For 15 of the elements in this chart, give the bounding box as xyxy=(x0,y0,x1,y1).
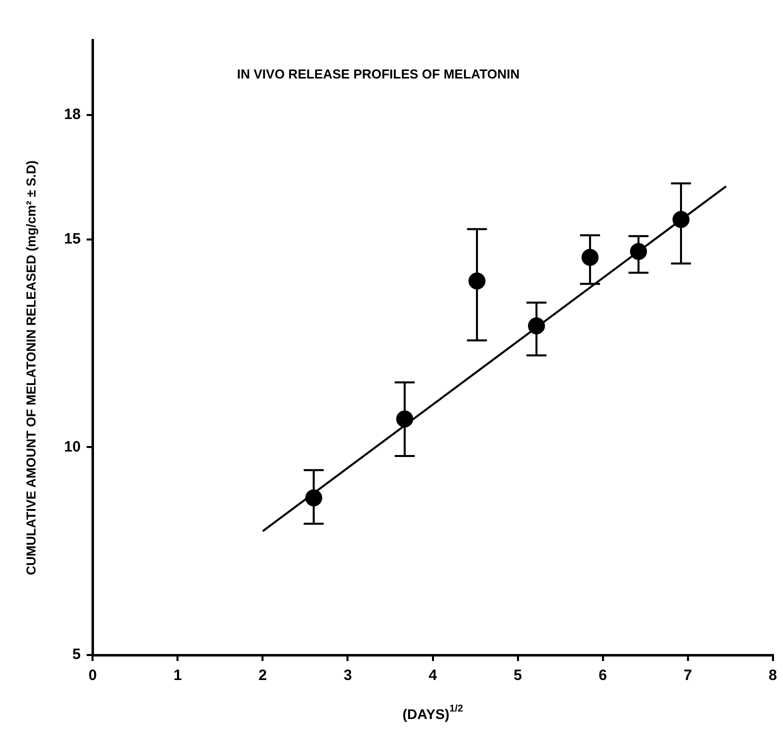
y-tick-label: 10 xyxy=(64,438,81,456)
y-axis-title: CUMULATIVE AMOUNT OF MELATONIN RELEASED (mg/cm² ± S.D) xyxy=(24,160,39,576)
x-tick-label: 4 xyxy=(428,667,438,684)
x-tick-label: 5 xyxy=(514,667,522,684)
x-tick-label: 2 xyxy=(258,667,267,684)
y-tick-label: 18 xyxy=(64,106,81,123)
x-tick-label: 0 xyxy=(88,667,97,684)
y-tick-label: 15 xyxy=(64,230,81,248)
text: IN VIVO RELEASE PROFILES OF MELATONIN xyxy=(237,66,520,82)
x-tick-label: 3 xyxy=(344,667,352,684)
x-tick-label: 7 xyxy=(684,667,692,684)
x-tick-label: 1 xyxy=(174,667,182,684)
x-tick-label: 6 xyxy=(598,667,607,684)
x-tick-label: 8 xyxy=(768,667,777,684)
y-tick-label: 5 xyxy=(72,646,81,664)
